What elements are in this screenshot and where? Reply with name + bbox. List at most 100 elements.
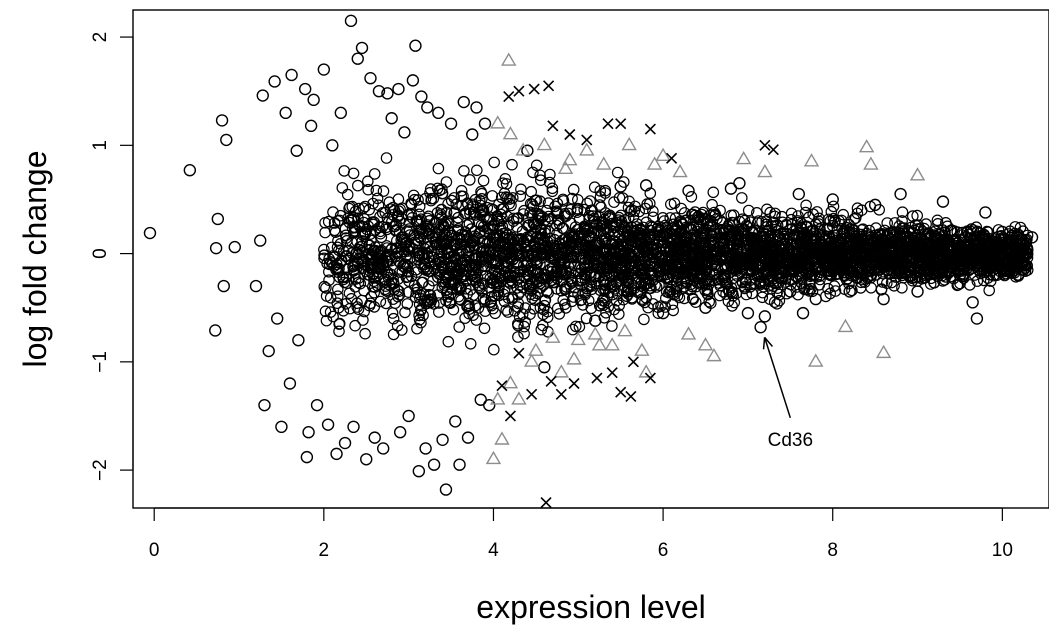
cloud-point: [694, 236, 707, 248]
cloud-point: [633, 245, 646, 258]
triangle-point: [909, 167, 926, 181]
cross-point: [540, 497, 552, 509]
cloud-point: [432, 306, 445, 318]
circle-point: [310, 398, 324, 412]
cloud-point: [387, 201, 399, 214]
cloud-point: [908, 253, 920, 266]
cloud-point: [324, 291, 337, 304]
cloud-point: [500, 304, 512, 316]
cloud-point: [533, 208, 546, 221]
cloud-point: [881, 217, 893, 229]
cloud-point: [475, 193, 488, 205]
cloud-point: [486, 190, 499, 202]
cloud-point: [872, 236, 885, 248]
cloud-point: [578, 203, 590, 216]
cloud-point: [371, 270, 383, 283]
cloud-point: [813, 212, 825, 225]
triangle-point: [858, 139, 875, 153]
cloud-point: [971, 275, 984, 287]
cloud-point: [719, 244, 732, 257]
cloud-point: [567, 291, 580, 303]
cloud-point: [418, 252, 431, 264]
cloud-point: [331, 290, 344, 302]
cloud-point: [555, 284, 568, 297]
cloud-point: [1016, 250, 1029, 262]
cloud-point: [573, 230, 586, 242]
cloud-point: [320, 314, 333, 327]
cloud-point: [483, 281, 496, 294]
cloud-point: [579, 239, 592, 252]
cloud-point: [755, 251, 768, 264]
circle-point: [427, 458, 441, 471]
cloud-point: [628, 205, 641, 217]
cloud-point: [353, 243, 365, 256]
cloud-point: [499, 173, 512, 185]
cloud-point: [594, 191, 607, 203]
cloud-point: [713, 289, 726, 302]
cloud-point: [470, 164, 483, 177]
cloud-point: [637, 281, 650, 293]
triangle-point: [545, 329, 561, 343]
cloud-point: [801, 250, 814, 262]
cloud-point: [357, 314, 369, 326]
circle-point: [217, 279, 230, 293]
cloud-point: [521, 231, 534, 243]
circle-point: [894, 187, 907, 201]
cross-point: [496, 380, 508, 392]
cloud-point: [742, 256, 754, 269]
cloud-point: [448, 192, 460, 204]
cloud-point: [431, 207, 444, 219]
cloud-point: [374, 295, 387, 308]
cloud-point: [365, 290, 378, 303]
cloud-point: [601, 262, 613, 275]
cross-point: [666, 152, 678, 164]
cloud-point: [776, 216, 789, 229]
cloud-point: [478, 322, 491, 335]
cloud-point: [341, 263, 354, 276]
triangle-point: [494, 431, 510, 445]
cloud-point: [501, 192, 514, 204]
triangle-point: [757, 163, 773, 178]
cloud-point: [610, 294, 623, 307]
triangle-point: [553, 364, 570, 378]
y-tick-label: 1: [90, 140, 111, 151]
triangle-point: [706, 348, 722, 362]
cloud-point: [605, 238, 617, 251]
x-tick-label: 4: [488, 540, 499, 561]
cloud-point: [337, 304, 350, 317]
triangle-point: [523, 353, 540, 367]
cloud-point: [677, 228, 690, 241]
cloud-point: [523, 278, 536, 291]
cloud-point: [374, 253, 386, 265]
cloud-point: [692, 255, 705, 267]
cloud-point: [630, 221, 643, 233]
cloud-point: [638, 313, 650, 326]
cloud-point: [347, 211, 360, 224]
x-axis-title: expression level: [476, 589, 705, 625]
cloud-point: [566, 323, 579, 336]
cloud-point: [584, 195, 596, 207]
cloud-point: [591, 239, 603, 252]
circle-point: [364, 72, 377, 85]
cross-point: [602, 118, 614, 130]
cloud-point: [409, 291, 422, 303]
cloud-point: [442, 198, 454, 210]
circle-point: [1013, 231, 1026, 244]
cloud-point: [522, 250, 535, 262]
cloud-point: [379, 273, 391, 286]
cloud-point: [1019, 234, 1032, 247]
circle-point: [439, 483, 453, 496]
circle-point: [953, 269, 967, 282]
cloud-point: [320, 282, 332, 294]
cloud-point: [824, 287, 836, 300]
cloud-point: [489, 307, 501, 320]
cloud-point: [892, 267, 905, 279]
cloud-point: [469, 299, 482, 312]
circle-point: [321, 418, 335, 431]
circle-point: [868, 198, 882, 212]
circle-point: [300, 450, 314, 464]
cloud-point: [404, 229, 416, 241]
cloud-point: [668, 288, 680, 301]
circle-point: [360, 453, 373, 466]
